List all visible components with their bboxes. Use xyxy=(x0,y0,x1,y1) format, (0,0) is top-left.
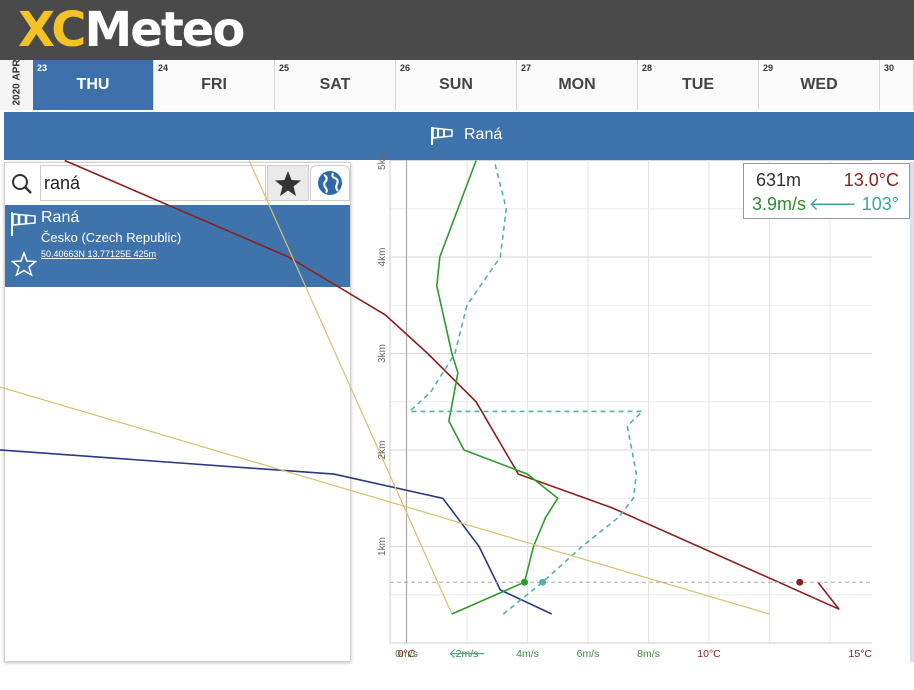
x-tick-label-wind: 6m/s xyxy=(577,648,600,660)
year-month-label: 2020 APR xyxy=(0,59,34,110)
day-number: 26 xyxy=(400,63,411,73)
search-input[interactable] xyxy=(40,165,266,201)
wind-direction-arrow-icon: 🡐 xyxy=(448,645,486,661)
result-coordinates[interactable]: 50.40663N 13.77125E 425m xyxy=(41,249,157,259)
location-bar: Raná xyxy=(4,112,914,160)
day-name: SUN xyxy=(439,76,473,93)
day-tab-mon[interactable]: 27 MON xyxy=(517,60,638,110)
x-tick-label-wind: 8m/s xyxy=(637,648,660,660)
year-label: 2020 xyxy=(11,83,23,106)
y-tick-label: 4km xyxy=(377,248,388,267)
cursor-marker xyxy=(539,578,547,586)
windsock-icon xyxy=(431,127,453,145)
favorite-star-icon[interactable] xyxy=(11,251,37,277)
search-result-item[interactable]: Raná Česko (Czech Republic) 50.40663N 13… xyxy=(5,205,350,287)
windsock-icon xyxy=(11,212,36,236)
cursor-marker xyxy=(520,578,528,586)
star-icon xyxy=(275,171,301,196)
day-name: FRI xyxy=(201,76,227,93)
day-name: SAT xyxy=(319,76,351,93)
day-name: MON xyxy=(558,76,596,93)
globe-icon xyxy=(318,171,342,195)
logo-xc: XC xyxy=(18,2,87,58)
month-label: APR xyxy=(11,59,23,81)
x-tick-label-temp: 10°C xyxy=(697,648,721,660)
globe-button[interactable] xyxy=(310,165,350,201)
info-wind-speed: 3.9m/s xyxy=(752,194,807,214)
info-altitude: 631m xyxy=(756,170,802,190)
day-number: 25 xyxy=(279,63,290,73)
logo-meteo: Meteo xyxy=(84,2,246,58)
result-country: Česko (Czech Republic) xyxy=(41,230,182,245)
info-temperature: 13.0°C xyxy=(843,170,899,190)
day-tab-sun[interactable]: 26 SUN xyxy=(396,60,517,110)
side-panel: Raná Česko (Czech Republic) 50.40663N 13… xyxy=(4,162,351,662)
series-line-3 xyxy=(407,160,645,615)
x-tick-label-temp: 0°C xyxy=(398,648,416,660)
day-name: THU xyxy=(76,76,110,93)
x-tick-label-wind: 2m/s xyxy=(456,648,479,660)
search-icon xyxy=(12,174,32,194)
location-title: Raná xyxy=(464,126,503,143)
y-tick-label: 3km xyxy=(377,344,388,363)
day-number: 27 xyxy=(521,63,532,73)
day-tab-thu[interactable]: 23 THU xyxy=(33,60,154,110)
result-name: Raná xyxy=(41,209,80,226)
day-name: WED xyxy=(800,76,838,93)
info-wind-direction: 🡐 103° xyxy=(808,194,899,215)
x-tick-label-temp: 15°C xyxy=(849,648,873,660)
day-tab-fri[interactable]: 24 FRI xyxy=(154,60,275,110)
day-tab-tue[interactable]: 28 TUE xyxy=(638,60,759,110)
logo[interactable]: XCMeteo xyxy=(18,2,246,58)
day-tab-sat[interactable]: 25 SAT xyxy=(275,60,396,110)
right-panel-edge xyxy=(910,162,914,662)
day-tab-wed[interactable]: 29 WED xyxy=(759,60,880,110)
wind-arrow-icon: 🡐 xyxy=(808,194,857,214)
day-number: 30 xyxy=(884,63,895,73)
favorites-button[interactable] xyxy=(267,165,309,201)
x-tick-label-wind: 4m/s xyxy=(516,648,539,660)
top-bar: XCMeteo xyxy=(0,0,914,60)
day-number: 28 xyxy=(642,63,653,73)
x-tick-label-wind: 0m/s xyxy=(395,648,418,660)
info-wind-degrees: 103° xyxy=(861,194,899,214)
day-number: 24 xyxy=(158,63,169,73)
cursor-info-box: 631m 13.0°C 3.9m/s 🡐 103° xyxy=(743,163,910,219)
day-name: TUE xyxy=(682,76,714,93)
y-tick-label: 1km xyxy=(377,537,388,556)
day-number: 29 xyxy=(763,63,774,73)
series-line-2 xyxy=(435,160,559,615)
cursor-marker xyxy=(796,578,804,586)
day-selector: 2020 APR 23 THU 24 FRI 25 SAT 26 SUN 27 MON 28 TUE 2… xyxy=(0,59,914,110)
day-number: 23 xyxy=(37,63,48,73)
day-tab-30[interactable]: 30 xyxy=(880,60,914,110)
y-tick-label: 2km xyxy=(377,441,388,460)
